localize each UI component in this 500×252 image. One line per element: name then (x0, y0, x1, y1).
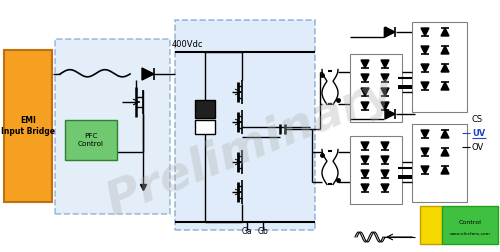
Polygon shape (441, 130, 449, 138)
Polygon shape (421, 148, 429, 156)
Bar (65, 120, 117, 160)
Polygon shape (441, 82, 449, 90)
Polygon shape (361, 184, 369, 192)
Polygon shape (361, 156, 369, 164)
Polygon shape (441, 148, 449, 156)
Polygon shape (421, 166, 429, 174)
Text: EMI
Input Bridge: EMI Input Bridge (1, 116, 55, 136)
Bar (398, 85, 412, 89)
Text: Gb: Gb (258, 227, 268, 236)
Bar (442, 206, 498, 244)
Polygon shape (142, 68, 154, 80)
Polygon shape (385, 27, 395, 37)
Polygon shape (421, 82, 429, 90)
Bar (420, 206, 442, 244)
Polygon shape (421, 64, 429, 72)
Polygon shape (361, 88, 369, 96)
Text: 400Vdc: 400Vdc (172, 40, 204, 49)
Text: Ga: Ga (242, 227, 252, 236)
Bar (195, 120, 215, 134)
Polygon shape (441, 64, 449, 72)
Polygon shape (441, 166, 449, 174)
Polygon shape (381, 102, 389, 110)
Bar (350, 136, 402, 204)
Polygon shape (381, 88, 389, 96)
Polygon shape (361, 170, 369, 178)
Polygon shape (381, 170, 389, 178)
Polygon shape (361, 60, 369, 68)
Bar (398, 175, 412, 179)
Text: UV: UV (472, 129, 485, 138)
Polygon shape (441, 46, 449, 54)
Bar (195, 100, 215, 118)
Text: OV: OV (472, 142, 484, 151)
Bar (4, 50, 52, 202)
Polygon shape (361, 142, 369, 150)
Polygon shape (385, 109, 395, 119)
Bar (412, 22, 467, 112)
Bar (175, 20, 315, 230)
Bar (55, 39, 170, 214)
Bar (412, 124, 467, 202)
Polygon shape (381, 184, 389, 192)
Text: CS: CS (472, 114, 483, 123)
Polygon shape (361, 74, 369, 82)
Bar (350, 54, 402, 122)
Text: Preliminary: Preliminary (100, 69, 400, 225)
Polygon shape (381, 74, 389, 82)
Text: www.elecfans.com: www.elecfans.com (450, 232, 490, 236)
Polygon shape (361, 102, 369, 110)
Text: Control: Control (458, 219, 481, 225)
Polygon shape (421, 46, 429, 54)
Text: PFC
Control: PFC Control (78, 134, 104, 146)
Polygon shape (381, 142, 389, 150)
Polygon shape (421, 130, 429, 138)
Polygon shape (381, 156, 389, 164)
Polygon shape (421, 28, 429, 36)
Polygon shape (381, 60, 389, 68)
Polygon shape (441, 28, 449, 36)
